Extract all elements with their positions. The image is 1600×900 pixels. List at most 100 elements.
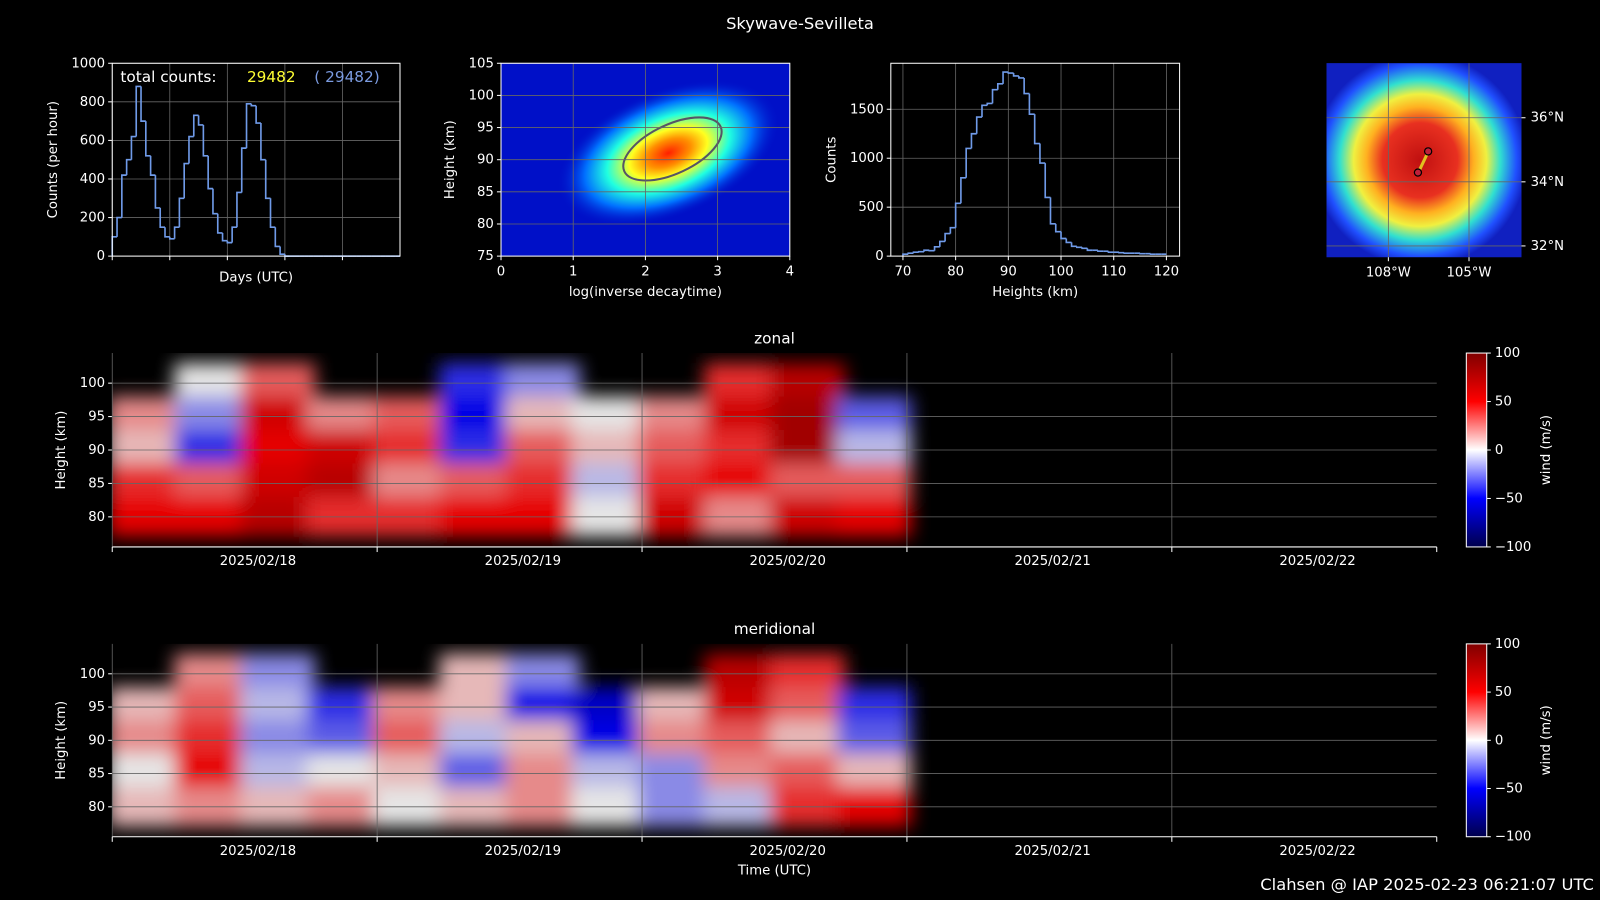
step	[279, 246, 285, 256]
x-axis-label: Time (UTC)	[737, 863, 811, 878]
step	[250, 103, 257, 107]
step	[986, 102, 993, 106]
colorbar-tick-label: 0	[1495, 733, 1503, 748]
step	[1070, 242, 1077, 248]
x-tick-label: 90	[1000, 264, 1017, 279]
y-tick-label: 90	[477, 153, 494, 168]
x-tick-label: 70	[894, 264, 911, 279]
step	[1054, 223, 1062, 233]
step	[1107, 251, 1114, 254]
y-tick-label: 200	[80, 211, 105, 226]
step	[269, 198, 276, 229]
y-tick-label: 90	[88, 733, 105, 748]
step	[188, 135, 194, 164]
colorbar-label: wind (m/s)	[1539, 415, 1554, 485]
x-tick-label: 108°W	[1366, 265, 1411, 280]
y-axis-label: Counts	[825, 136, 840, 182]
x-tick-label: 2025/02/20	[750, 554, 826, 569]
y-tick-label: 75	[477, 249, 494, 264]
step	[1097, 250, 1104, 253]
panel-title: zonal	[754, 329, 795, 347]
step	[1002, 71, 1009, 84]
step	[168, 236, 175, 240]
colorbar-tick-label: 100	[1495, 637, 1520, 652]
step	[207, 155, 213, 190]
station	[1423, 147, 1433, 156]
step	[216, 213, 223, 234]
axes-frame	[500, 62, 791, 257]
y-tick-label: 80	[88, 510, 105, 525]
axes-frame	[890, 62, 1181, 257]
x-tick-label: 2025/02/22	[1279, 554, 1355, 569]
y-tick-label: 1000	[71, 56, 105, 71]
annotation: total counts:	[120, 68, 216, 86]
y-tick-label: 400	[80, 172, 105, 187]
y-tick-label: 1500	[850, 102, 884, 117]
step	[1023, 77, 1030, 95]
x-tick-label: 110	[1101, 264, 1126, 279]
step	[1076, 246, 1083, 249]
step	[1033, 114, 1040, 145]
step	[130, 135, 137, 160]
y-tick-label: 90	[88, 443, 105, 458]
y-tick-label: 85	[477, 185, 494, 200]
step	[923, 249, 930, 252]
axes-frame	[111, 62, 401, 257]
step	[1049, 197, 1056, 225]
step	[226, 240, 233, 244]
y-tick-label: 85	[88, 767, 105, 782]
step	[949, 226, 956, 234]
step	[264, 159, 271, 200]
step	[183, 162, 189, 199]
step	[178, 197, 185, 228]
step	[149, 155, 156, 176]
y-tick-label: 105	[469, 56, 494, 71]
y-tick-label: 34°N	[1531, 175, 1564, 190]
step	[912, 251, 919, 254]
colorbar-tick-label: −100	[1495, 540, 1531, 555]
step	[944, 232, 951, 242]
step	[939, 240, 946, 247]
y-tick-label: 100	[80, 376, 105, 391]
step	[240, 147, 247, 193]
step	[173, 226, 180, 239]
step	[1060, 231, 1067, 240]
step	[221, 232, 228, 242]
y-tick-label: 500	[858, 200, 883, 215]
x-tick-label: 4	[786, 264, 794, 279]
step	[231, 226, 237, 243]
annotation: 29482	[247, 68, 296, 86]
step	[274, 227, 281, 248]
step	[965, 147, 972, 178]
step	[260, 123, 266, 161]
step	[975, 116, 982, 134]
step	[255, 105, 261, 124]
step	[140, 86, 146, 122]
step	[125, 158, 132, 176]
step	[1086, 248, 1093, 252]
x-axis-label: Days (UTC)	[219, 271, 293, 286]
step	[192, 114, 199, 137]
step	[981, 104, 988, 118]
x-tick-label: 1	[569, 264, 577, 279]
x-tick-label: 2025/02/22	[1279, 844, 1355, 859]
density-image	[501, 63, 790, 257]
y-tick-label: 100	[469, 88, 494, 103]
y-tick-label: 80	[88, 800, 105, 815]
colorbar	[1465, 643, 1488, 838]
step	[111, 236, 118, 257]
y-tick-label: 32°N	[1531, 239, 1564, 254]
station	[1413, 168, 1423, 177]
x-tick-label: 2025/02/19	[485, 554, 561, 569]
step	[145, 121, 151, 157]
step	[121, 174, 127, 218]
step	[135, 85, 142, 137]
y-tick-label: 85	[88, 476, 105, 491]
x-tick-label: 100	[1048, 264, 1073, 279]
y-tick-label: 800	[80, 95, 105, 110]
colorbar-tick-label: −50	[1495, 491, 1523, 506]
colorbar-tick-label: 0	[1495, 443, 1503, 458]
step	[164, 227, 170, 238]
y-tick-label: 0	[97, 249, 105, 264]
